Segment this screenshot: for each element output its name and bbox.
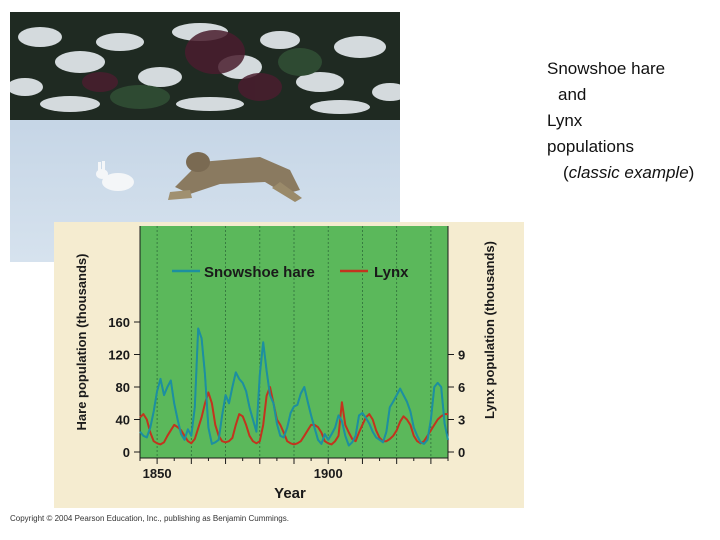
caption-paren-open: ( xyxy=(563,163,569,182)
caption: Snowshoe hare and Lynx populations (clas… xyxy=(547,56,717,186)
population-chart: 1850 1900 0 40 80 120 160 0 3 6 9 Snowshoe hare Ly… xyxy=(74,226,497,502)
caption-paren-close: ) xyxy=(688,163,695,182)
right-tick-label: 3 xyxy=(458,413,465,428)
right-tick-label: 9 xyxy=(458,348,465,363)
caption-line-1: Snowshoe hare xyxy=(547,59,666,78)
x-axis-label: Year xyxy=(274,485,306,502)
caption-line-3: Lynx xyxy=(547,111,583,130)
caption-line-5: (classic example) xyxy=(547,160,717,186)
right-tick-label: 6 xyxy=(458,380,465,395)
left-tick-label: 120 xyxy=(108,348,130,363)
caption-line-4: populations xyxy=(547,137,634,156)
left-tick-label: 160 xyxy=(108,315,130,330)
left-tick-label: 40 xyxy=(116,413,130,428)
caption-line-2: and xyxy=(558,85,587,104)
hare-series-line-overlay xyxy=(139,327,449,447)
right-tick-label: 0 xyxy=(458,445,465,460)
chart-panel: 1850 1900 0 40 80 120 160 0 3 6 9 Snowshoe hare Ly… xyxy=(54,222,524,508)
lynx-hare-photo xyxy=(10,12,400,262)
legend-hare-label: Snowshoe hare xyxy=(204,264,315,281)
lynx-series-line xyxy=(139,386,448,446)
left-tick-label: 0 xyxy=(123,445,130,460)
copyright-notice: Copyright © 2004 Pearson Education, Inc.… xyxy=(10,514,289,523)
left-axis-label: Hare population (thousands) xyxy=(74,254,89,431)
x-tick-label: 1900 xyxy=(314,466,343,481)
x-tick-label: 1850 xyxy=(143,466,172,481)
legend: Snowshoe hare Lynx xyxy=(172,264,409,281)
left-tick-label: 80 xyxy=(116,380,130,395)
caption-italic: classic example xyxy=(568,163,689,182)
legend-lynx-label: Lynx xyxy=(374,264,409,281)
right-axis-label: Lynx population (thousands) xyxy=(482,241,497,419)
